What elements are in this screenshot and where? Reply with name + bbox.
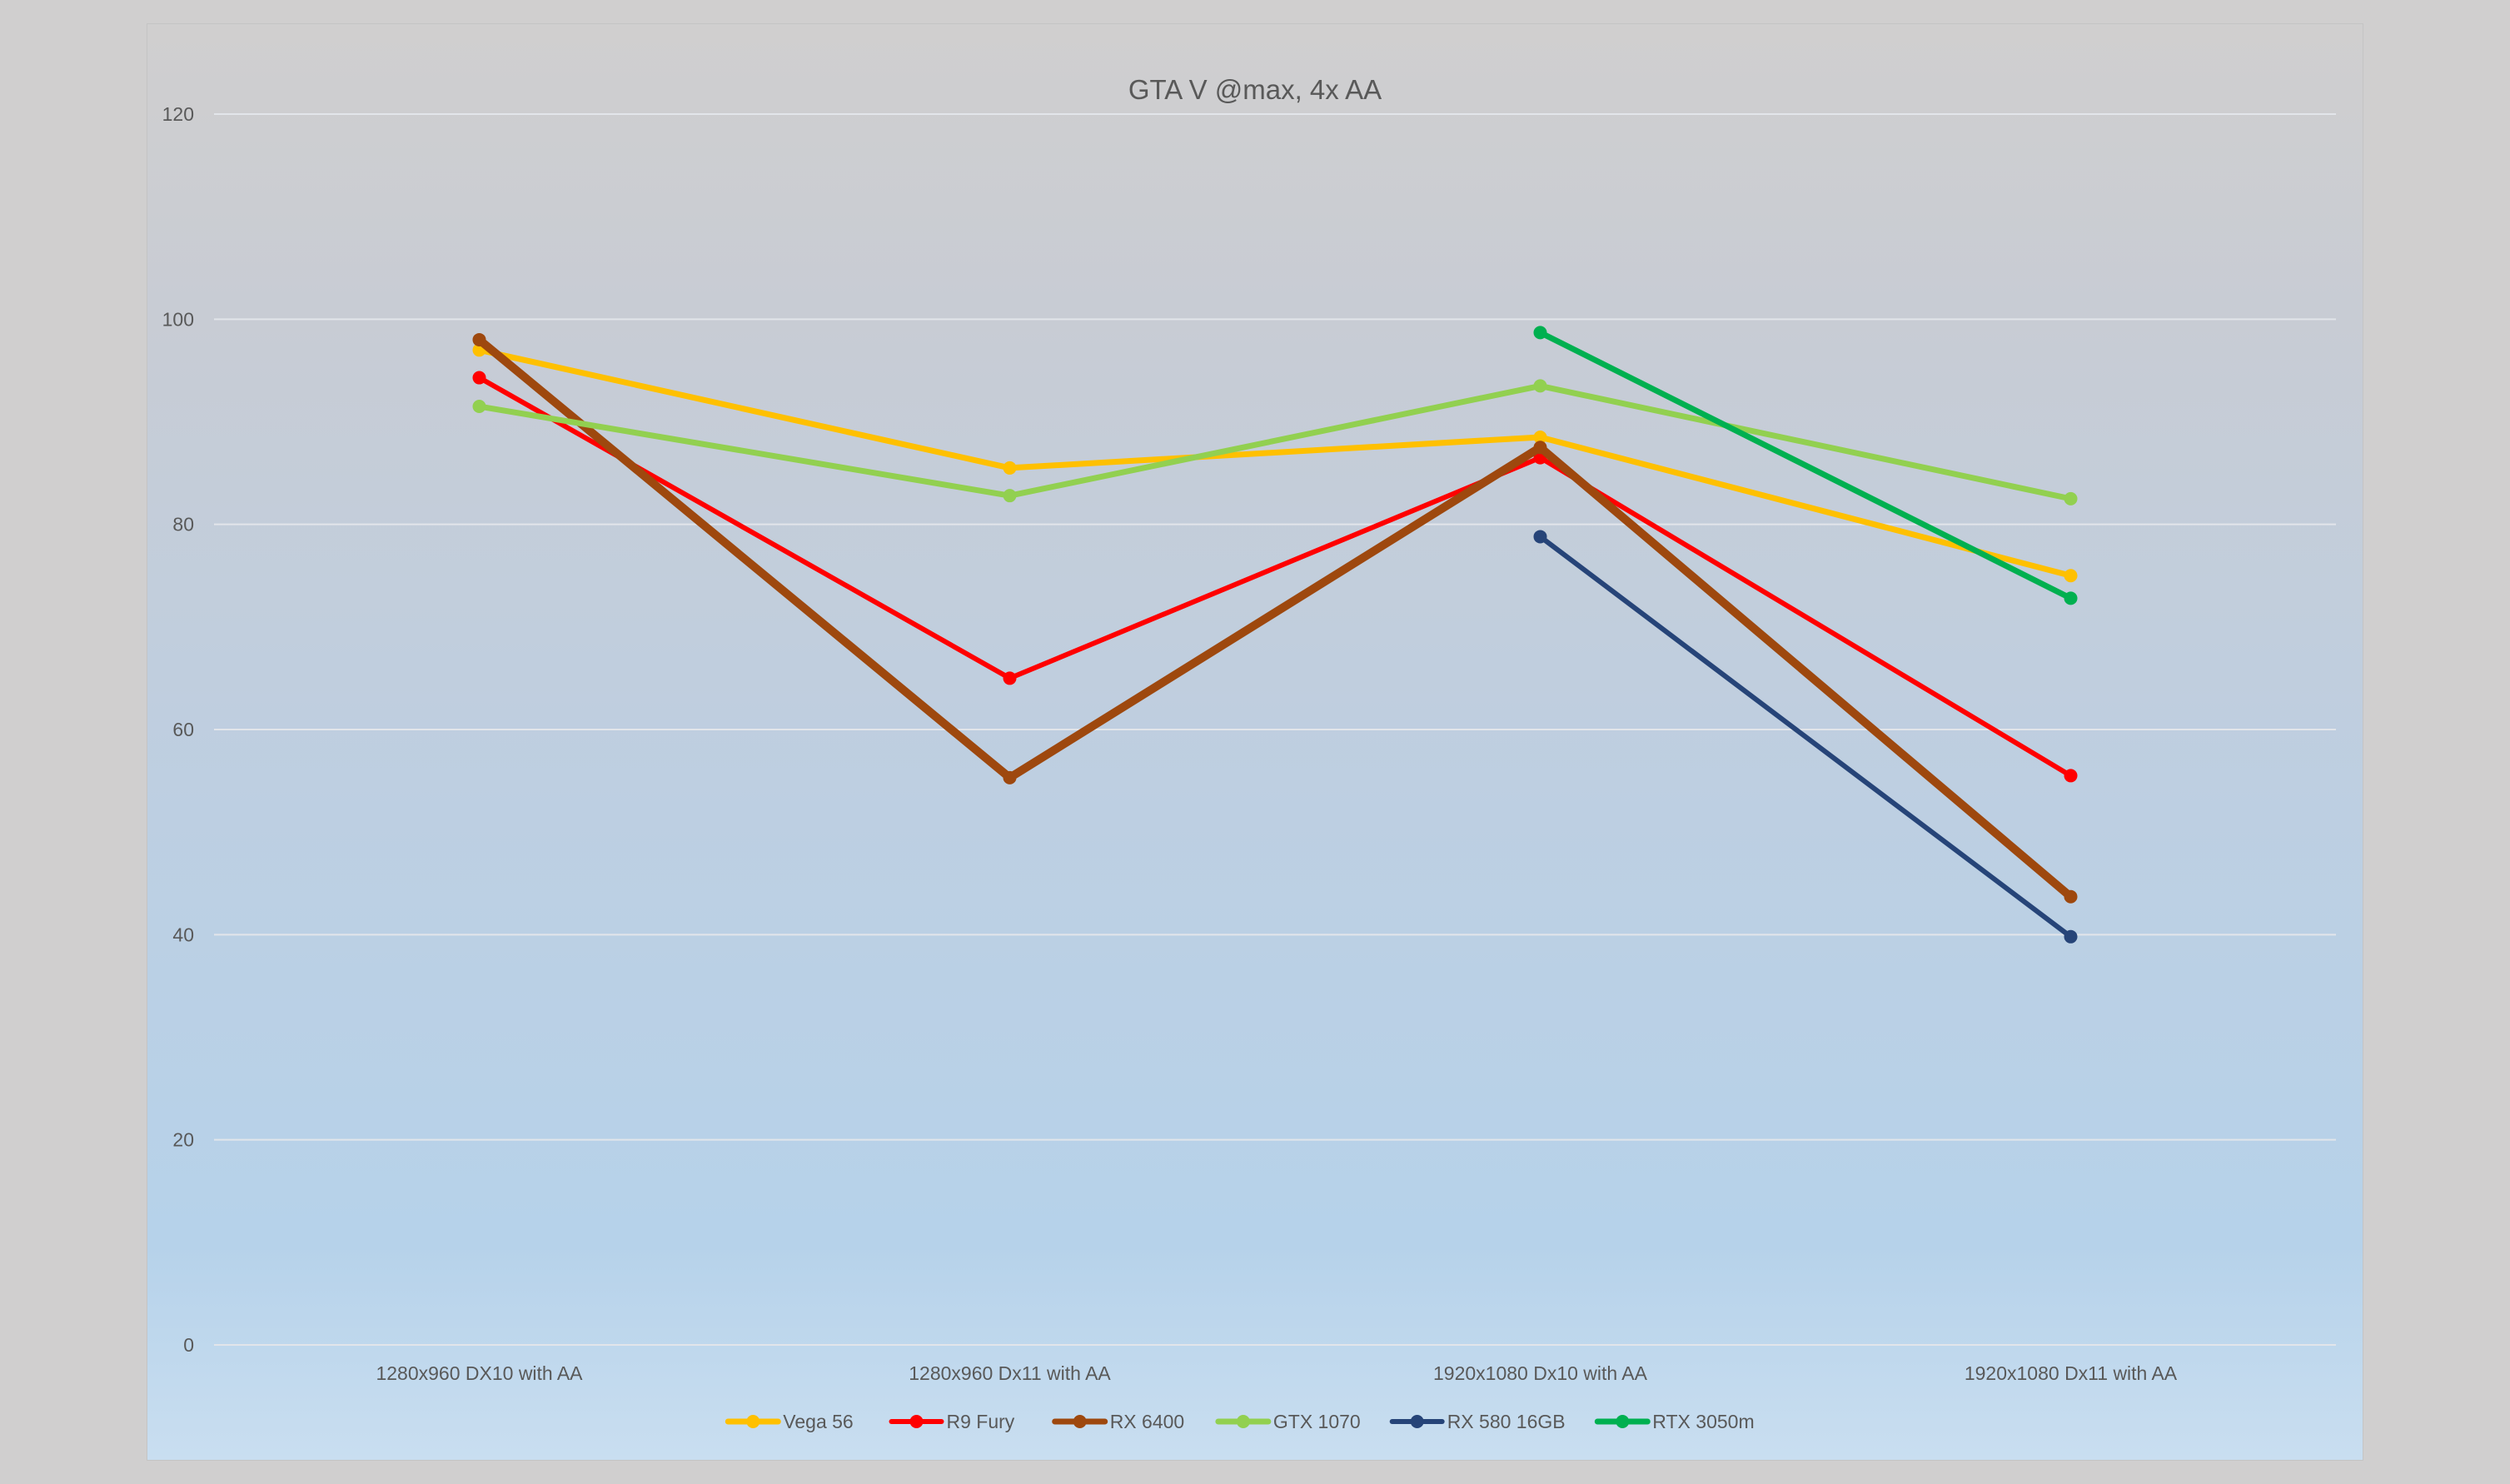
legend-label: RX 580 16GB: [1447, 1411, 1566, 1432]
legend-label: RTX 3050m: [1652, 1411, 1754, 1432]
data-point: [2064, 769, 2078, 783]
data-point: [472, 400, 486, 414]
series-lines: [472, 326, 2078, 944]
data-point: [2064, 569, 2078, 583]
data-point: [472, 371, 486, 385]
series-vega-56: [472, 343, 2078, 583]
data-point: [1533, 441, 1547, 455]
legend-label: Vega 56: [783, 1411, 853, 1432]
data-point: [2064, 889, 2078, 904]
legend-label: R9 Fury: [947, 1411, 1015, 1432]
y-tick-label: 40: [172, 924, 194, 945]
data-point: [1533, 430, 1547, 444]
data-point: [1003, 770, 1017, 784]
series-line: [1537, 534, 2074, 939]
data-point: [472, 332, 486, 346]
legend-item: Vega 56: [725, 1411, 854, 1432]
series-line: [475, 335, 2075, 901]
legend-marker: [909, 1415, 924, 1428]
x-axis-ticks: 1280x960 DX10 with AA 1280x960 Dx11 with …: [376, 1362, 2177, 1384]
legend-marker: [1236, 1415, 1250, 1428]
x-tick-label: 1920x1080 Dx10 with AA: [1433, 1362, 1648, 1384]
legend-label: RX 6400: [1110, 1411, 1185, 1432]
legend-item: RX 6400: [1052, 1411, 1185, 1432]
series-line: [476, 346, 2074, 579]
series-rtx-3050m: [1533, 326, 2078, 605]
legend-item: GTX 1070: [1215, 1411, 1361, 1432]
legend-marker: [1410, 1415, 1424, 1428]
series-r9-fury: [472, 371, 2078, 783]
y-tick-label: 60: [172, 719, 194, 740]
chart-title: GTA V @max, 4x AA: [1128, 74, 1382, 105]
legend-marker: [1073, 1415, 1087, 1428]
y-tick-label: 80: [172, 514, 194, 535]
data-point: [2064, 929, 2078, 944]
data-point: [1003, 489, 1017, 503]
chart-area: GTA V @max, 4x AA 0 20 40 60 80 100 120 1280x9…: [147, 23, 2363, 1461]
legend-item: RTX 3050m: [1594, 1411, 1755, 1432]
y-tick-label: 20: [172, 1129, 194, 1151]
gridlines: [214, 113, 2336, 1346]
data-point: [2064, 591, 2078, 605]
line-chart: GTA V @max, 4x AA 0 20 40 60 80 100 120 1280x9…: [162, 74, 2336, 1432]
series-line: [1537, 329, 2074, 601]
data-point: [1003, 461, 1017, 475]
data-point: [1003, 671, 1017, 685]
legend-label: GTX 1070: [1273, 1411, 1361, 1432]
y-tick-label: 0: [183, 1334, 194, 1356]
data-point: [1533, 379, 1547, 393]
series-line: [476, 382, 2074, 502]
legend-marker: [1616, 1415, 1630, 1428]
data-point: [1533, 326, 1547, 340]
legend-marker: [746, 1415, 760, 1428]
series-gtx-1070: [472, 379, 2078, 505]
x-tick-label: 1920x1080 Dx11 with AA: [1965, 1362, 2178, 1384]
legend-item: RX 580 16GB: [1389, 1411, 1566, 1432]
y-axis-ticks: 0 20 40 60 80 100 120: [162, 103, 194, 1356]
y-tick-label: 120: [162, 103, 194, 125]
y-tick-label: 100: [162, 308, 194, 330]
series-rx-580-16gb: [1533, 530, 2078, 944]
legend-item: R9 Fury: [889, 1411, 1015, 1432]
x-tick-label: 1280x960 DX10 with AA: [376, 1362, 583, 1384]
series-rx-6400: [472, 332, 2078, 904]
data-point: [1533, 530, 1547, 544]
data-point: [2064, 491, 2078, 505]
series-line: [476, 375, 2074, 779]
x-tick-label: 1280x960 Dx11 with AA: [909, 1362, 1111, 1384]
legend: Vega 56 R9 Fury RX 6400 GTX 1070 RX 580 16GB…: [725, 1411, 1755, 1432]
